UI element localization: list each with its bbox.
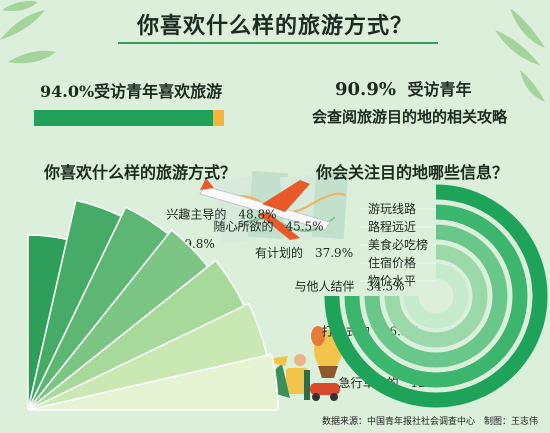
data-source-credit: 数据来源：中国青年报社社会调查中心 制图：王志伟 xyxy=(321,417,538,427)
fan-value-label-3: 45.5% xyxy=(285,219,323,233)
ring-arc-4 xyxy=(384,244,488,348)
ring-arc-5 xyxy=(403,263,469,329)
fan-category-label-4: 有计划的 xyxy=(255,245,303,260)
love-travel-bar-fill xyxy=(34,110,213,126)
ring-category-label-4: 住宿价格 xyxy=(368,255,416,270)
title-underline xyxy=(118,42,438,44)
travel-style-chart-title: 你喜欢什么样的旅游方式？ xyxy=(44,163,237,182)
ring-category-label-2: 路程远近 xyxy=(368,219,416,234)
ring-category-label-3: 美食必吃榜 xyxy=(368,237,428,252)
ring-arc-2 xyxy=(344,204,528,388)
airplane-icon xyxy=(199,178,331,240)
guides-stat-label: 受访青年 xyxy=(407,80,472,99)
ring-arc-1 xyxy=(324,184,548,408)
traveler-illustration xyxy=(258,326,342,401)
guides-stat-line2: 会查阅旅游目的地的相关攻略 xyxy=(312,108,508,126)
ring-category-label-5: 物价水平 xyxy=(368,274,416,288)
destination-info-chart-title: 你会关注目的地哪些信息？ xyxy=(316,163,509,182)
ring-category-label-1: 游玩线路 xyxy=(368,201,416,216)
fan-value-label-5: 34.5% xyxy=(366,280,404,294)
love-travel-stat: 94.0%受访青年喜欢旅游 xyxy=(40,82,223,101)
guides-stat-line1: 90.9% 受访青年 xyxy=(335,76,472,100)
fan-value-label-2: 48.8% xyxy=(238,208,276,222)
fan-value-label-4: 37.9% xyxy=(315,246,353,260)
fan-wedge-7 xyxy=(27,353,279,411)
fan-category-label-2: 兴趣主导的 xyxy=(166,207,226,222)
fan-category-label-5: 与他人结伴 xyxy=(294,280,354,294)
guides-stat-percent: 90.9% xyxy=(335,79,396,100)
ring-arc-3 xyxy=(364,224,508,368)
fan-category-label-3: 随心所欲的 xyxy=(213,218,273,233)
page-title: 你喜欢什么样的旅游方式？ xyxy=(136,13,413,39)
